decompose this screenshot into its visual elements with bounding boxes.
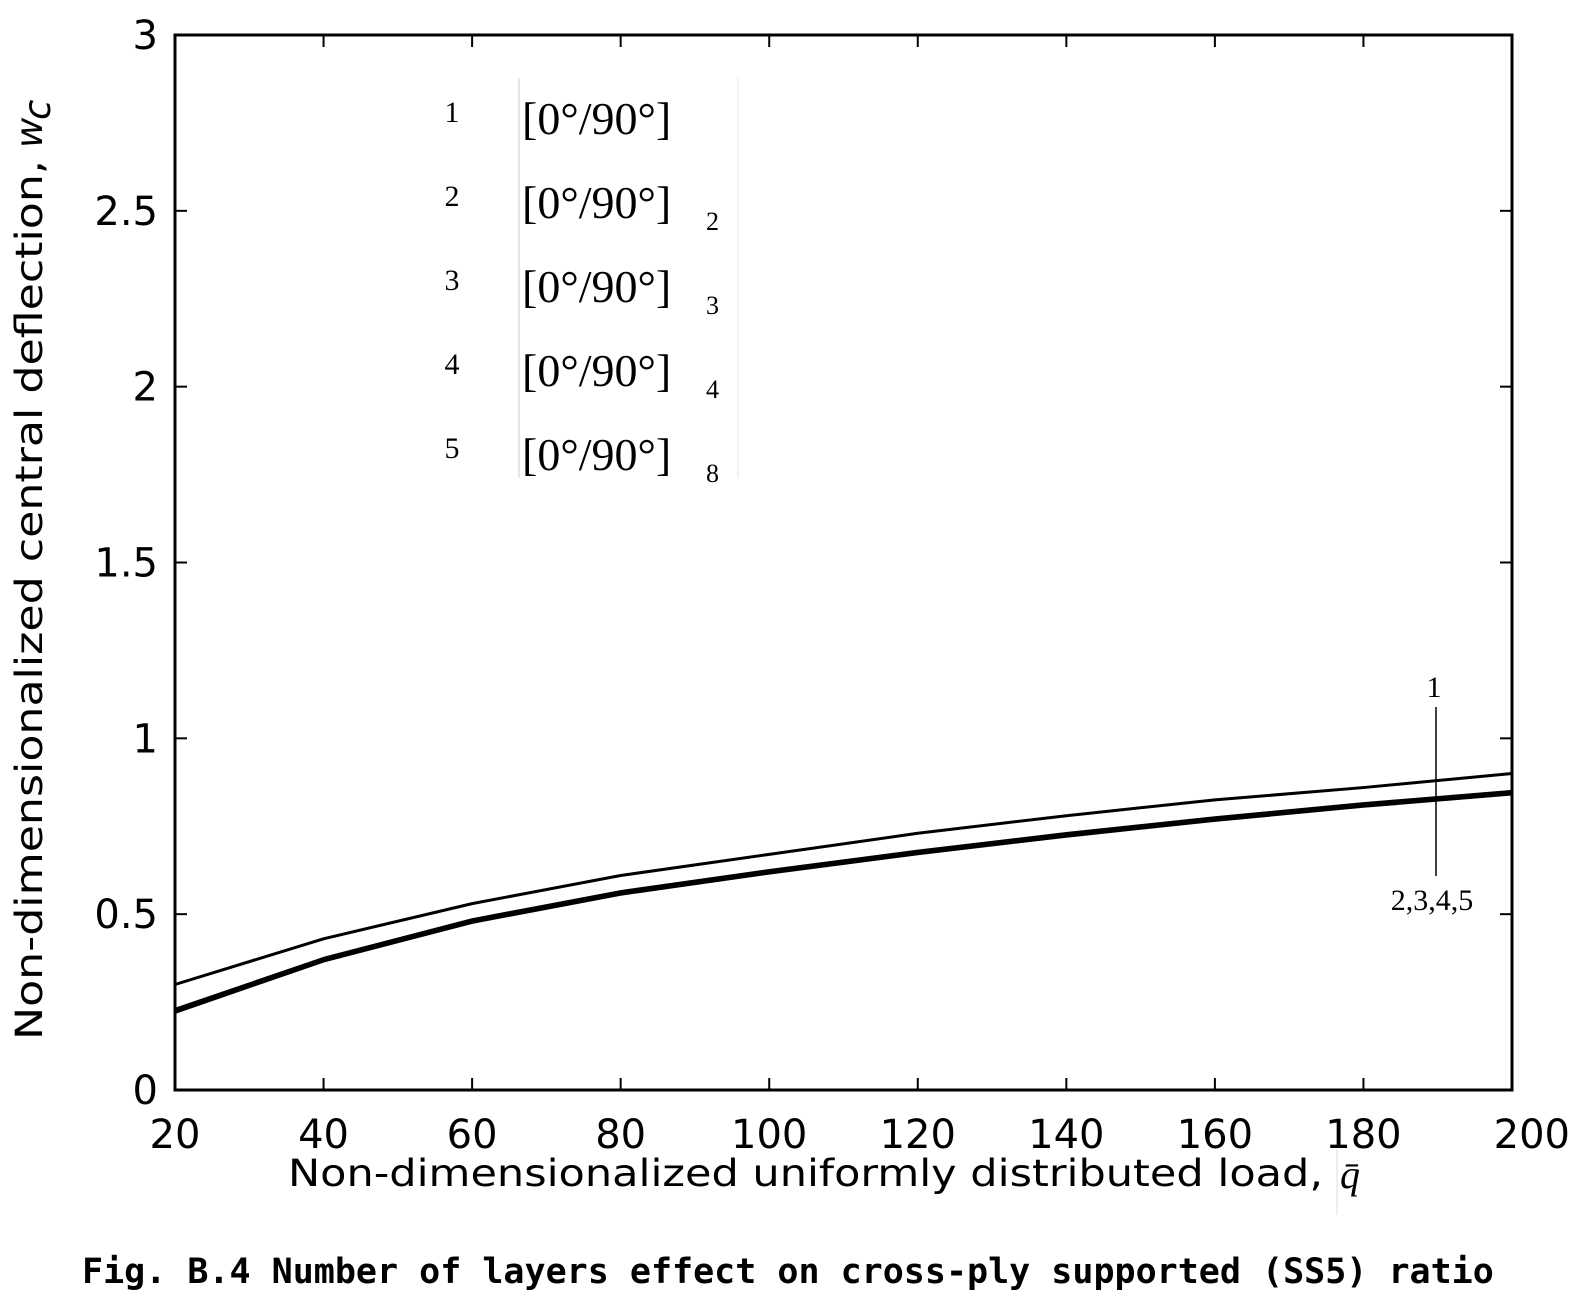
legend-label: [0°/90°]	[522, 93, 671, 144]
series-line-4	[174, 792, 1513, 1014]
x-tick-label: 40	[298, 1112, 349, 1158]
y-axis-label: Non-dimensionalized central deflection,	[8, 160, 51, 1040]
x-tick-label: 20	[150, 1112, 201, 1158]
series-line-5	[174, 793, 1513, 1014]
y-axis-symbol: w	[8, 117, 51, 148]
series-lines	[174, 772, 1513, 1014]
x-tick-label: 100	[731, 1112, 807, 1158]
x-tick-label: 200	[1494, 1112, 1570, 1158]
x-tick-label: 140	[1028, 1112, 1104, 1158]
legend-number: 1	[445, 96, 460, 129]
legend-subscript: 8	[706, 459, 719, 488]
series-line-2	[174, 789, 1513, 1011]
legend-number: 3	[445, 264, 460, 297]
y-tick-label: 2.5	[94, 189, 158, 235]
legend-label: [0°/90°]	[522, 177, 671, 228]
x-tick-label: 160	[1177, 1112, 1253, 1158]
legend-number: 2	[445, 180, 460, 213]
x-tick-label: 80	[595, 1112, 646, 1158]
y-tick-label: 1	[133, 716, 158, 762]
x-tick-label: 120	[880, 1112, 956, 1158]
x-tick-label: 60	[447, 1112, 498, 1158]
x-axis-label: Non-dimensionalized uniformly distribute…	[288, 1152, 1323, 1195]
x-tick-label: 180	[1325, 1112, 1401, 1158]
series-line-3	[174, 791, 1513, 1013]
legend: 1 [0°/90°] 2 [0°/90°] 2 3 [0°/90°] 3 4 [0°/90°] 4 5…	[445, 78, 739, 488]
series-line-1	[174, 772, 1513, 986]
annotation-series-1: 1	[1427, 671, 1442, 704]
y-axis-symbol-subscript: c	[16, 100, 59, 120]
legend-subscript: 4	[706, 375, 719, 404]
legend-label: [0°/90°]	[522, 261, 671, 312]
y-tick-label: 0	[133, 1068, 158, 1114]
legend-subscript: 3	[706, 291, 719, 320]
plot-frame	[173, 33, 1514, 1092]
y-tick-label: 2	[133, 365, 158, 411]
y-tick-label: 1.5	[94, 541, 158, 587]
figure-caption: Fig. B.4 Number of layers effect on cros…	[82, 1252, 1494, 1292]
legend-number: 4	[445, 348, 460, 381]
ticks: 20 40 60 80 100 120 140 160 180 200 0 0.5 1 1.5 2 2.5 3	[94, 13, 1570, 1158]
annotation-series-2345: 2,3,4,5	[1391, 884, 1474, 917]
legend-number: 5	[445, 432, 460, 465]
legend-label: [0°/90°]	[522, 345, 671, 396]
legend-label: [0°/90°]	[522, 429, 671, 480]
legend-subscript: 2	[706, 207, 719, 236]
y-tick-label: 0.5	[94, 892, 158, 938]
x-axis-symbol: q̄	[1340, 1152, 1360, 1197]
y-tick-label: 3	[133, 13, 158, 59]
